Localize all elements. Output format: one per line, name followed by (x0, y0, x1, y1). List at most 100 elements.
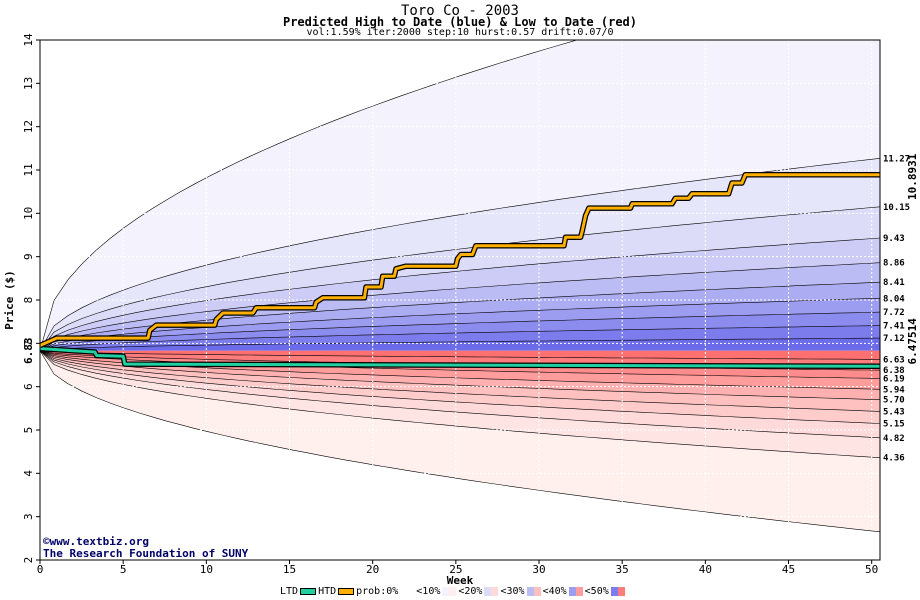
legend-p40-swatch (568, 586, 583, 596)
high-band (40, 262, 880, 351)
x-tick-label: 10 (200, 563, 213, 576)
x-tick-label: 50 (865, 563, 878, 576)
band-end-value: 5.15 (883, 420, 905, 430)
low-band (40, 350, 880, 360)
simulation-parameters: vol:1.59% iter:2000 step:10 hurst:0.57 d… (306, 27, 614, 38)
high-band (40, 338, 880, 351)
legend-htd-swatch (338, 587, 355, 595)
chart-subtitle: Predicted High to Date (blue) & Low to D… (282, 15, 637, 29)
y-tick-label: 8 (22, 297, 35, 304)
low-band (40, 350, 880, 424)
ltd-final-label: 6.47514 (906, 318, 919, 365)
band-end-value: 6.38 (883, 366, 905, 376)
high-band-boundary (40, 298, 880, 351)
start-price-label: 6.83 (22, 337, 35, 364)
y-tick-label: 3 (22, 513, 35, 520)
low-band (40, 350, 880, 412)
high-band (40, 312, 880, 351)
low-band-boundary (40, 350, 880, 360)
high-band-boundary (40, 206, 880, 351)
y-tick-label: 10 (22, 207, 35, 220)
low-band (40, 350, 880, 390)
band-end-value: 8.86 (883, 259, 905, 269)
chart-title: Toro Co - 2003 (400, 3, 519, 19)
legend-p50-swatch (610, 586, 625, 596)
high-band-boundary (40, 337, 880, 351)
low-band-boundary (40, 350, 880, 533)
legend-htd-label: HTD (318, 586, 337, 597)
band-end-value: 5.70 (883, 396, 905, 406)
legend-p20-swatch (484, 586, 499, 596)
y-tick-label: 4 (22, 470, 35, 477)
band-end-labels: 11.27 10.15 9.43 8.86 8.41 8.04 7.72 7.41 7.12 6.… (883, 154, 910, 463)
band-end-value: 4.36 (883, 454, 905, 464)
band-end-value: 4.82 (883, 434, 905, 444)
low-band-boundary (40, 350, 880, 458)
band-end-value: 7.12 (883, 334, 905, 344)
legend-p10-label: <10% (416, 586, 441, 597)
x-tick-label: 45 (782, 563, 795, 576)
x-tick-label: 30 (532, 563, 545, 576)
legend-prob0-label: prob:0% (356, 586, 399, 597)
htd-final-label: 10.8931 (906, 153, 919, 200)
x-axis-label: Week (447, 574, 474, 587)
legend: LTD HTD prob:0% <10% <20% <30% <40% <50% (280, 586, 627, 597)
band-end-value: 7.72 (883, 308, 905, 318)
high-band-boundary (40, 40, 578, 351)
band-end-value: 5.43 (883, 407, 905, 417)
band-end-value: 11.27 (883, 154, 910, 164)
high-band (40, 298, 880, 351)
y-tick-label: 13 (22, 77, 35, 90)
high-band (40, 325, 880, 351)
y-tick-label: 14 (22, 33, 35, 47)
high-band-boundary (40, 237, 880, 351)
low-band (40, 350, 880, 400)
y-axis-label: Price ($) (3, 270, 16, 330)
legend-p30-swatch (526, 586, 541, 596)
credit-org: The Research Foundation of SUNY (43, 547, 249, 560)
legend-ltd-label: LTD (280, 586, 299, 597)
y-tick-label: 2 (22, 557, 35, 564)
high-band-boundary (40, 325, 880, 351)
y-tick-label: 7 (22, 340, 35, 347)
x-tick-label: 0 (37, 563, 44, 576)
band-end-value: 5.94 (883, 385, 905, 395)
htd-ltd-lines (40, 172, 880, 370)
band-end-value: 9.43 (883, 234, 905, 244)
high-band (40, 282, 880, 351)
low-band-boundary (40, 350, 880, 424)
high-band-boundary (40, 262, 880, 351)
x-tick-label: 20 (366, 563, 379, 576)
band-end-value: 8.41 (883, 278, 905, 288)
high-band-boundary (40, 311, 880, 351)
band-end-value: 8.04 (883, 294, 905, 304)
x-tick-label: 40 (699, 563, 712, 576)
legend-p40-label: <40% (542, 586, 567, 597)
htd-line (40, 173, 880, 347)
y-tick-label: 11 (22, 163, 35, 176)
x-tick-label: 25 (449, 563, 462, 576)
low-band (40, 350, 880, 458)
legend-ltd-swatch (300, 587, 317, 595)
low-band (40, 350, 880, 532)
x-tick-label: 15 (283, 563, 296, 576)
credit-site: ©www.textbiz.org (43, 535, 149, 548)
grid-lines (39, 39, 880, 561)
x-tick-label: 35 (616, 563, 629, 576)
high-band (40, 206, 880, 351)
band-end-value: 7.41 (883, 322, 905, 332)
band-end-value: 6.19 (883, 374, 905, 384)
legend-p50-label: <50% (584, 586, 609, 597)
low-band (40, 350, 880, 438)
y-tick-label: 5 (22, 427, 35, 434)
legend-prob0-swatch (400, 586, 415, 596)
low-band-boundary (40, 350, 880, 412)
high-band (40, 238, 880, 351)
legend-p10-swatch (442, 586, 457, 596)
band-end-value: 6.63 (883, 355, 905, 365)
x-tick-label: 5 (120, 563, 127, 576)
probability-bands (40, 40, 880, 533)
y-tick-label: 12 (22, 120, 35, 133)
